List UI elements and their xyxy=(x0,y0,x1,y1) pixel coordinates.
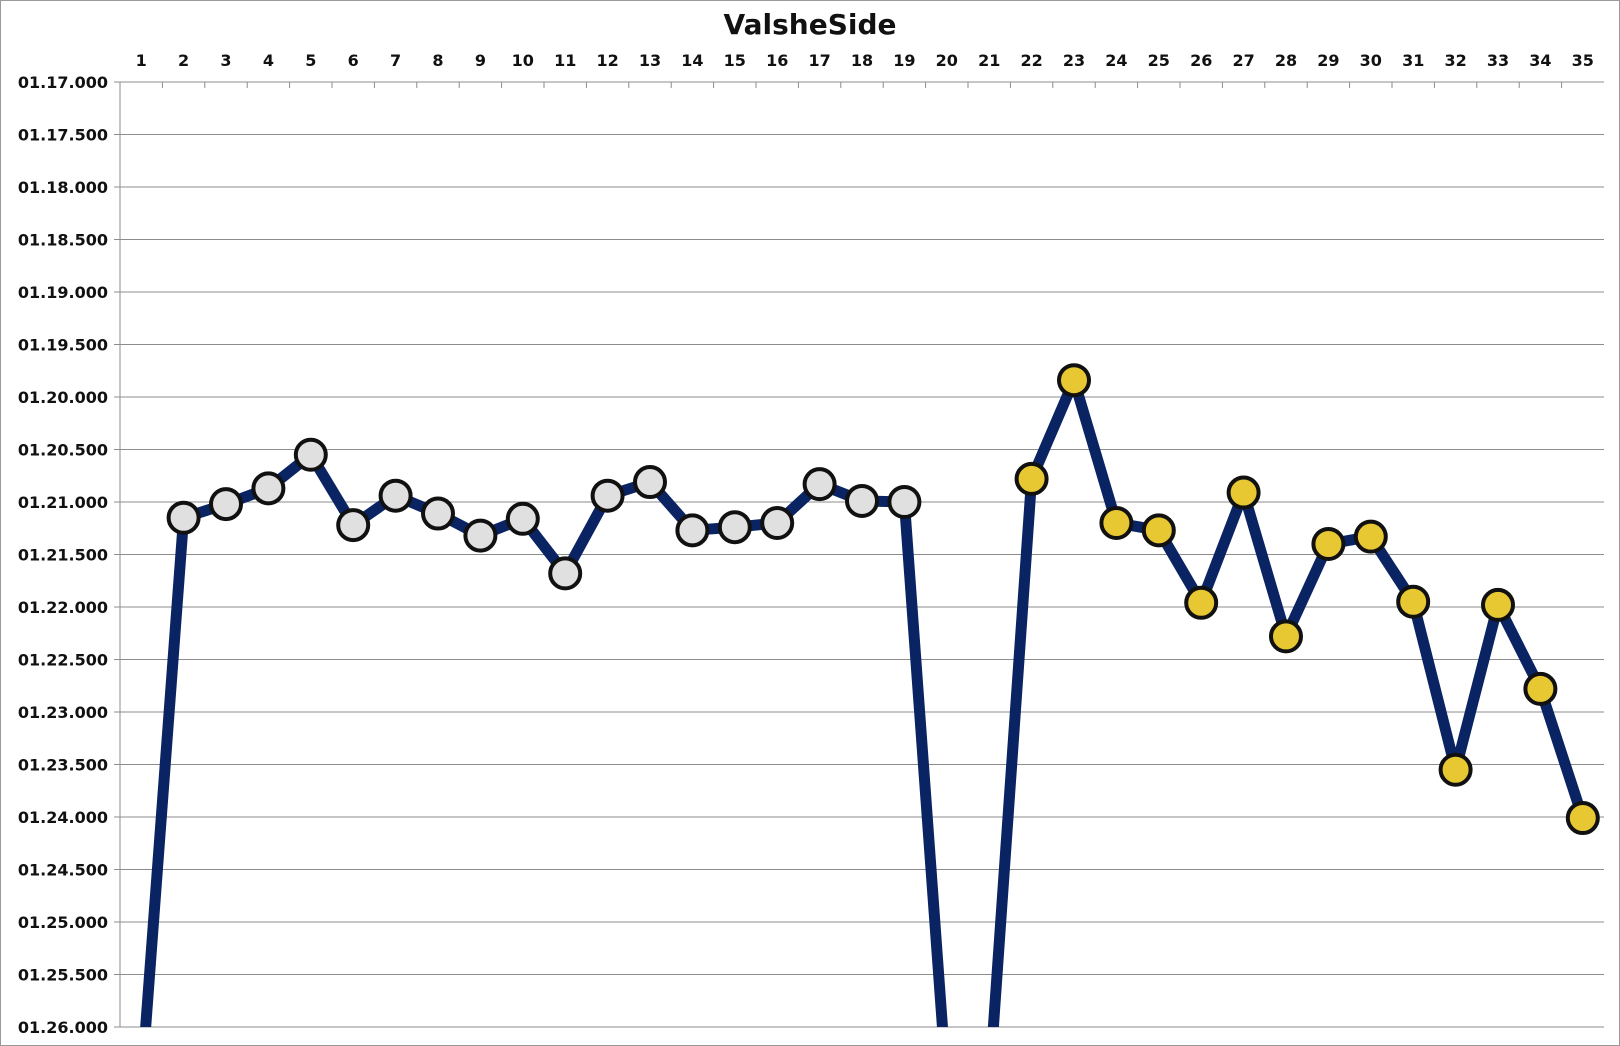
y-tick-label: 01.17.000 xyxy=(18,73,108,92)
x-tick-label: 14 xyxy=(681,51,703,70)
x-tick-label: 3 xyxy=(220,51,231,70)
data-point-lap-11 xyxy=(548,556,583,591)
data-point-lap-27 xyxy=(1226,475,1261,510)
x-tick-label: 13 xyxy=(639,51,661,70)
data-point-lap-32 xyxy=(1438,752,1473,787)
x-tick-label: 8 xyxy=(432,51,443,70)
data-point-lap-30 xyxy=(1353,519,1388,554)
x-tick-label: 21 xyxy=(978,51,1000,70)
data-point-lap-5 xyxy=(293,437,328,472)
y-tick-label: 01.22.000 xyxy=(18,598,108,617)
x-tick-label: 28 xyxy=(1275,51,1297,70)
data-point-lap-16 xyxy=(760,506,795,540)
x-tick-label: 33 xyxy=(1487,51,1509,70)
x-tick-label: 27 xyxy=(1232,51,1254,70)
x-tick-label: 10 xyxy=(512,51,534,70)
y-tick-label: 01.25.000 xyxy=(18,913,108,932)
data-point-lap-9 xyxy=(463,518,498,553)
y-tick-label: 01.20.500 xyxy=(18,441,108,460)
y-tick-label: 01.22.500 xyxy=(18,651,108,670)
x-axis: 1 2 3 4 5 6 7 8 9 10 11 12 13 14 15 16 17 18 19 20 21 22 23 24 2… xyxy=(119,51,1604,88)
x-tick-label: 12 xyxy=(596,51,618,70)
x-tick-label: 32 xyxy=(1444,51,1466,70)
y-tick-label: 01.23.000 xyxy=(18,703,108,722)
x-tick-label: 5 xyxy=(305,51,316,70)
x-tick-label: 31 xyxy=(1402,51,1424,70)
data-point-lap-29 xyxy=(1311,527,1346,561)
series-line-2 xyxy=(987,374,1589,1027)
y-tick-label: 01.21.500 xyxy=(18,546,108,565)
series-layer xyxy=(140,363,1600,1027)
data-point-lap-7 xyxy=(378,478,413,513)
data-point-lap-18 xyxy=(845,483,879,518)
x-tick-label: 6 xyxy=(348,51,359,70)
x-tick-label: 29 xyxy=(1317,51,1339,70)
x-tick-label: 19 xyxy=(893,51,915,70)
data-point-lap-34 xyxy=(1523,671,1558,706)
data-point-lap-35 xyxy=(1565,801,1600,836)
data-point-lap-15 xyxy=(717,510,752,545)
x-tick-label: 34 xyxy=(1529,51,1551,70)
series-line-1 xyxy=(140,449,948,1027)
y-tick-label: 01.18.000 xyxy=(18,178,108,197)
data-point-lap-24 xyxy=(1099,506,1134,540)
y-tick-label: 01.26.000 xyxy=(18,1018,108,1037)
data-point-lap-22 xyxy=(1014,461,1049,496)
x-tick-label: 22 xyxy=(1020,51,1042,70)
x-tick-label: 4 xyxy=(263,51,274,70)
x-tick-label: 30 xyxy=(1360,51,1382,70)
y-tick-label: 01.25.500 xyxy=(18,966,108,985)
x-tick-label: 16 xyxy=(766,51,788,70)
x-tick-label: 20 xyxy=(936,51,958,70)
data-point-lap-8 xyxy=(421,496,455,531)
data-point-lap-17 xyxy=(802,467,837,502)
y-tick-label: 01.19.000 xyxy=(18,283,108,302)
data-point-lap-12 xyxy=(590,478,625,513)
data-point-lap-10 xyxy=(505,501,540,536)
chart-title: ValsheSide xyxy=(723,8,897,41)
data-point-lap-28 xyxy=(1269,619,1303,654)
x-tick-label: 15 xyxy=(724,51,746,70)
x-tick-label: 26 xyxy=(1190,51,1212,70)
data-point-lap-3 xyxy=(209,487,243,522)
x-tick-label: 35 xyxy=(1572,51,1594,70)
y-axis: 01.17.000 01.17.500 01.18.000 01.18.500 01.1… xyxy=(18,73,121,1037)
y-tick-label: 01.20.000 xyxy=(18,388,108,407)
x-tick-label: 24 xyxy=(1105,51,1127,70)
x-tick-label: 7 xyxy=(390,51,401,70)
data-point-lap-33 xyxy=(1481,587,1515,622)
data-point-lap-2 xyxy=(166,500,201,535)
data-point-lap-23 xyxy=(1057,363,1091,398)
y-tick-label: 01.23.500 xyxy=(18,756,108,775)
data-point-lap-14 xyxy=(675,513,710,548)
data-point-lap-4 xyxy=(251,471,286,506)
x-tick-label: 25 xyxy=(1148,51,1170,70)
x-tick-label: 1 xyxy=(136,51,147,70)
data-point-lap-26 xyxy=(1184,585,1219,620)
x-tick-label: 18 xyxy=(851,51,873,70)
y-tick-label: 01.21.000 xyxy=(18,493,108,512)
x-tick-label: 11 xyxy=(554,51,576,70)
x-tick-label: 17 xyxy=(808,51,830,70)
y-tick-label: 01.24.000 xyxy=(18,808,108,827)
y-tick-label: 01.18.500 xyxy=(18,231,108,250)
data-point-lap-6 xyxy=(336,508,371,543)
x-tick-label: 23 xyxy=(1063,51,1085,70)
x-tick-label: 2 xyxy=(178,51,189,70)
data-point-lap-25 xyxy=(1141,513,1176,548)
data-point-lap-19 xyxy=(887,485,922,519)
data-point-lap-13 xyxy=(633,465,667,500)
y-tick-label: 01.24.500 xyxy=(18,861,108,880)
data-point-lap-31 xyxy=(1396,584,1431,619)
grid-layer xyxy=(120,81,1604,1028)
y-tick-label: 01.19.500 xyxy=(18,336,108,355)
y-tick-label: 01.17.500 xyxy=(18,126,108,145)
x-tick-label: 9 xyxy=(475,51,486,70)
